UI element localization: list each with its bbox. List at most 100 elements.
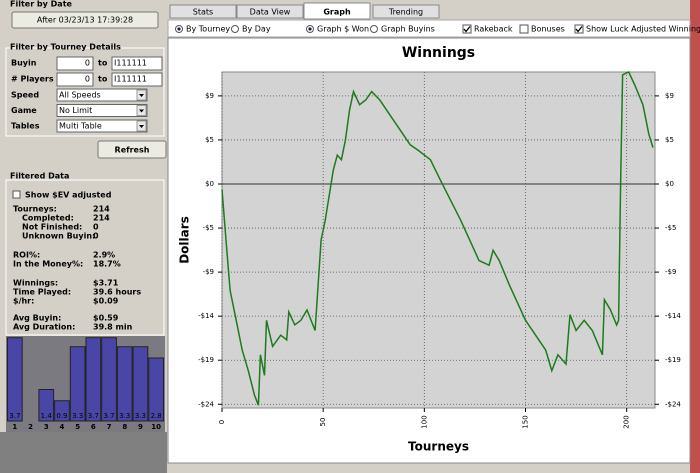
x-tick-label: 3 xyxy=(44,423,49,431)
option-label[interactable]: Rakeback xyxy=(474,25,513,34)
input-value[interactable]: I111111 xyxy=(114,75,147,84)
x-tick-label: 7 xyxy=(107,423,112,431)
option-label[interactable]: By Day xyxy=(242,25,271,34)
stat-value: 214 xyxy=(93,214,110,223)
stat-value: $0.09 xyxy=(93,297,119,306)
option-label[interactable]: Show Luck Adjusted Winning xyxy=(586,25,700,34)
option-label[interactable]: Graph $ Won xyxy=(317,25,369,34)
dropdown-arrow[interactable] xyxy=(139,109,144,113)
x-axis-label: Tourneys xyxy=(408,440,469,454)
section-title: Filtered Data xyxy=(10,172,69,181)
dropdown[interactable] xyxy=(56,119,148,133)
bar xyxy=(148,357,165,422)
dropdown-arrow[interactable] xyxy=(139,94,144,97)
x-tick-label: 1 xyxy=(12,423,17,431)
x-tick-label: 100 xyxy=(420,415,428,428)
radio-dot[interactable] xyxy=(177,27,181,31)
chart-title: Winnings xyxy=(402,45,475,61)
dropdown-value[interactable]: All Speeds xyxy=(59,91,101,100)
radio[interactable] xyxy=(231,25,239,33)
field-label: Speed xyxy=(11,91,39,100)
group-box xyxy=(5,47,165,137)
bar-label: 3.7 xyxy=(9,412,20,420)
input-value[interactable]: I111111 xyxy=(114,59,147,68)
dropdown-arrow[interactable] xyxy=(139,125,144,128)
checkmark[interactable] xyxy=(463,26,471,33)
tab-label[interactable]: Graph xyxy=(323,8,351,17)
group-box xyxy=(5,179,165,336)
bar xyxy=(132,346,149,422)
bar xyxy=(116,346,133,422)
date-button[interactable] xyxy=(11,11,159,29)
stat-value: $0.59 xyxy=(93,314,119,323)
text-input[interactable] xyxy=(111,56,163,71)
y-axis-label: Dollars xyxy=(178,216,192,264)
text-input[interactable] xyxy=(111,72,163,87)
date-button-label[interactable]: After 03/23/13 17:39:28 xyxy=(37,16,133,25)
tab-label[interactable]: Trending xyxy=(388,8,423,17)
text-input[interactable] xyxy=(56,56,94,71)
x-tick-label: 9 xyxy=(138,423,143,431)
stat-label: Tourneys: xyxy=(13,205,57,214)
bar-label: 3.3 xyxy=(72,412,83,420)
dropdown-value[interactable]: No Limit xyxy=(59,106,92,115)
bar-label: 2.8 xyxy=(151,412,162,420)
stat-label: Completed: xyxy=(22,214,74,223)
input-value[interactable]: 0 xyxy=(85,59,90,68)
checkmark[interactable] xyxy=(575,26,583,33)
winnings-line xyxy=(221,71,654,406)
tab[interactable] xyxy=(236,4,304,19)
option-label[interactable]: Bonuses xyxy=(531,25,565,34)
bar-label: 3.7 xyxy=(88,412,99,420)
checkbox[interactable] xyxy=(12,190,21,199)
stat-label: Winnings: xyxy=(13,279,58,288)
stat-value: $3.71 xyxy=(93,279,119,288)
text-input[interactable] xyxy=(56,72,94,87)
desktop-strip xyxy=(690,0,700,473)
x-tick-label: 10 xyxy=(151,423,161,431)
y2-tick-label: -$24 xyxy=(665,400,681,408)
tab[interactable] xyxy=(372,4,440,19)
checkbox-label[interactable]: Show $EV adjusted xyxy=(25,191,112,200)
radio[interactable] xyxy=(370,25,378,33)
refresh-label[interactable]: Refresh xyxy=(115,146,150,155)
bar xyxy=(54,400,70,422)
bar xyxy=(69,346,86,422)
field-label: # Players xyxy=(11,75,54,84)
tab-label[interactable]: Data View xyxy=(250,8,291,17)
options-row xyxy=(167,19,691,38)
option-label[interactable]: By Tourney xyxy=(186,25,230,34)
checkbox[interactable] xyxy=(462,24,472,34)
bar-label: 3.7 xyxy=(103,412,114,420)
bar-label: 1.4 xyxy=(41,412,53,420)
checkbox[interactable] xyxy=(574,24,584,34)
refresh-button[interactable] xyxy=(97,140,167,159)
y2-tick-label: -$9 xyxy=(665,268,676,276)
tab[interactable] xyxy=(169,4,237,19)
y-tick-label: $0 xyxy=(205,180,214,188)
stat-value: 2.9% xyxy=(93,251,115,260)
option-label[interactable]: Graph Buyins xyxy=(381,25,435,34)
stat-value: 0 xyxy=(93,223,99,232)
stat-value: 39.8 min xyxy=(93,323,133,332)
field-label: Buyin xyxy=(11,59,37,68)
y2-tick-label: $0 xyxy=(665,180,674,188)
bar-label: 3.3 xyxy=(119,412,130,420)
dropdown-value[interactable]: Multi Table xyxy=(59,122,102,131)
stat-label: Time Played: xyxy=(13,288,71,297)
stat-label: Not Finished: xyxy=(22,223,82,232)
y2-tick-label: -$5 xyxy=(665,224,676,232)
bar xyxy=(38,389,55,422)
dropdown[interactable] xyxy=(56,104,148,117)
y2-tick-label: -$14 xyxy=(665,312,681,320)
dropdown[interactable] xyxy=(56,88,148,102)
tab-label[interactable]: Stats xyxy=(193,8,213,17)
radio-dot[interactable] xyxy=(308,27,312,31)
stat-label: ROI%: xyxy=(13,251,40,260)
tab[interactable] xyxy=(303,2,371,20)
stat-value: 18.7% xyxy=(93,260,121,269)
stat-label: Avg Duration: xyxy=(13,323,75,332)
checkbox[interactable] xyxy=(519,24,529,34)
input-value[interactable]: 0 xyxy=(85,75,90,84)
